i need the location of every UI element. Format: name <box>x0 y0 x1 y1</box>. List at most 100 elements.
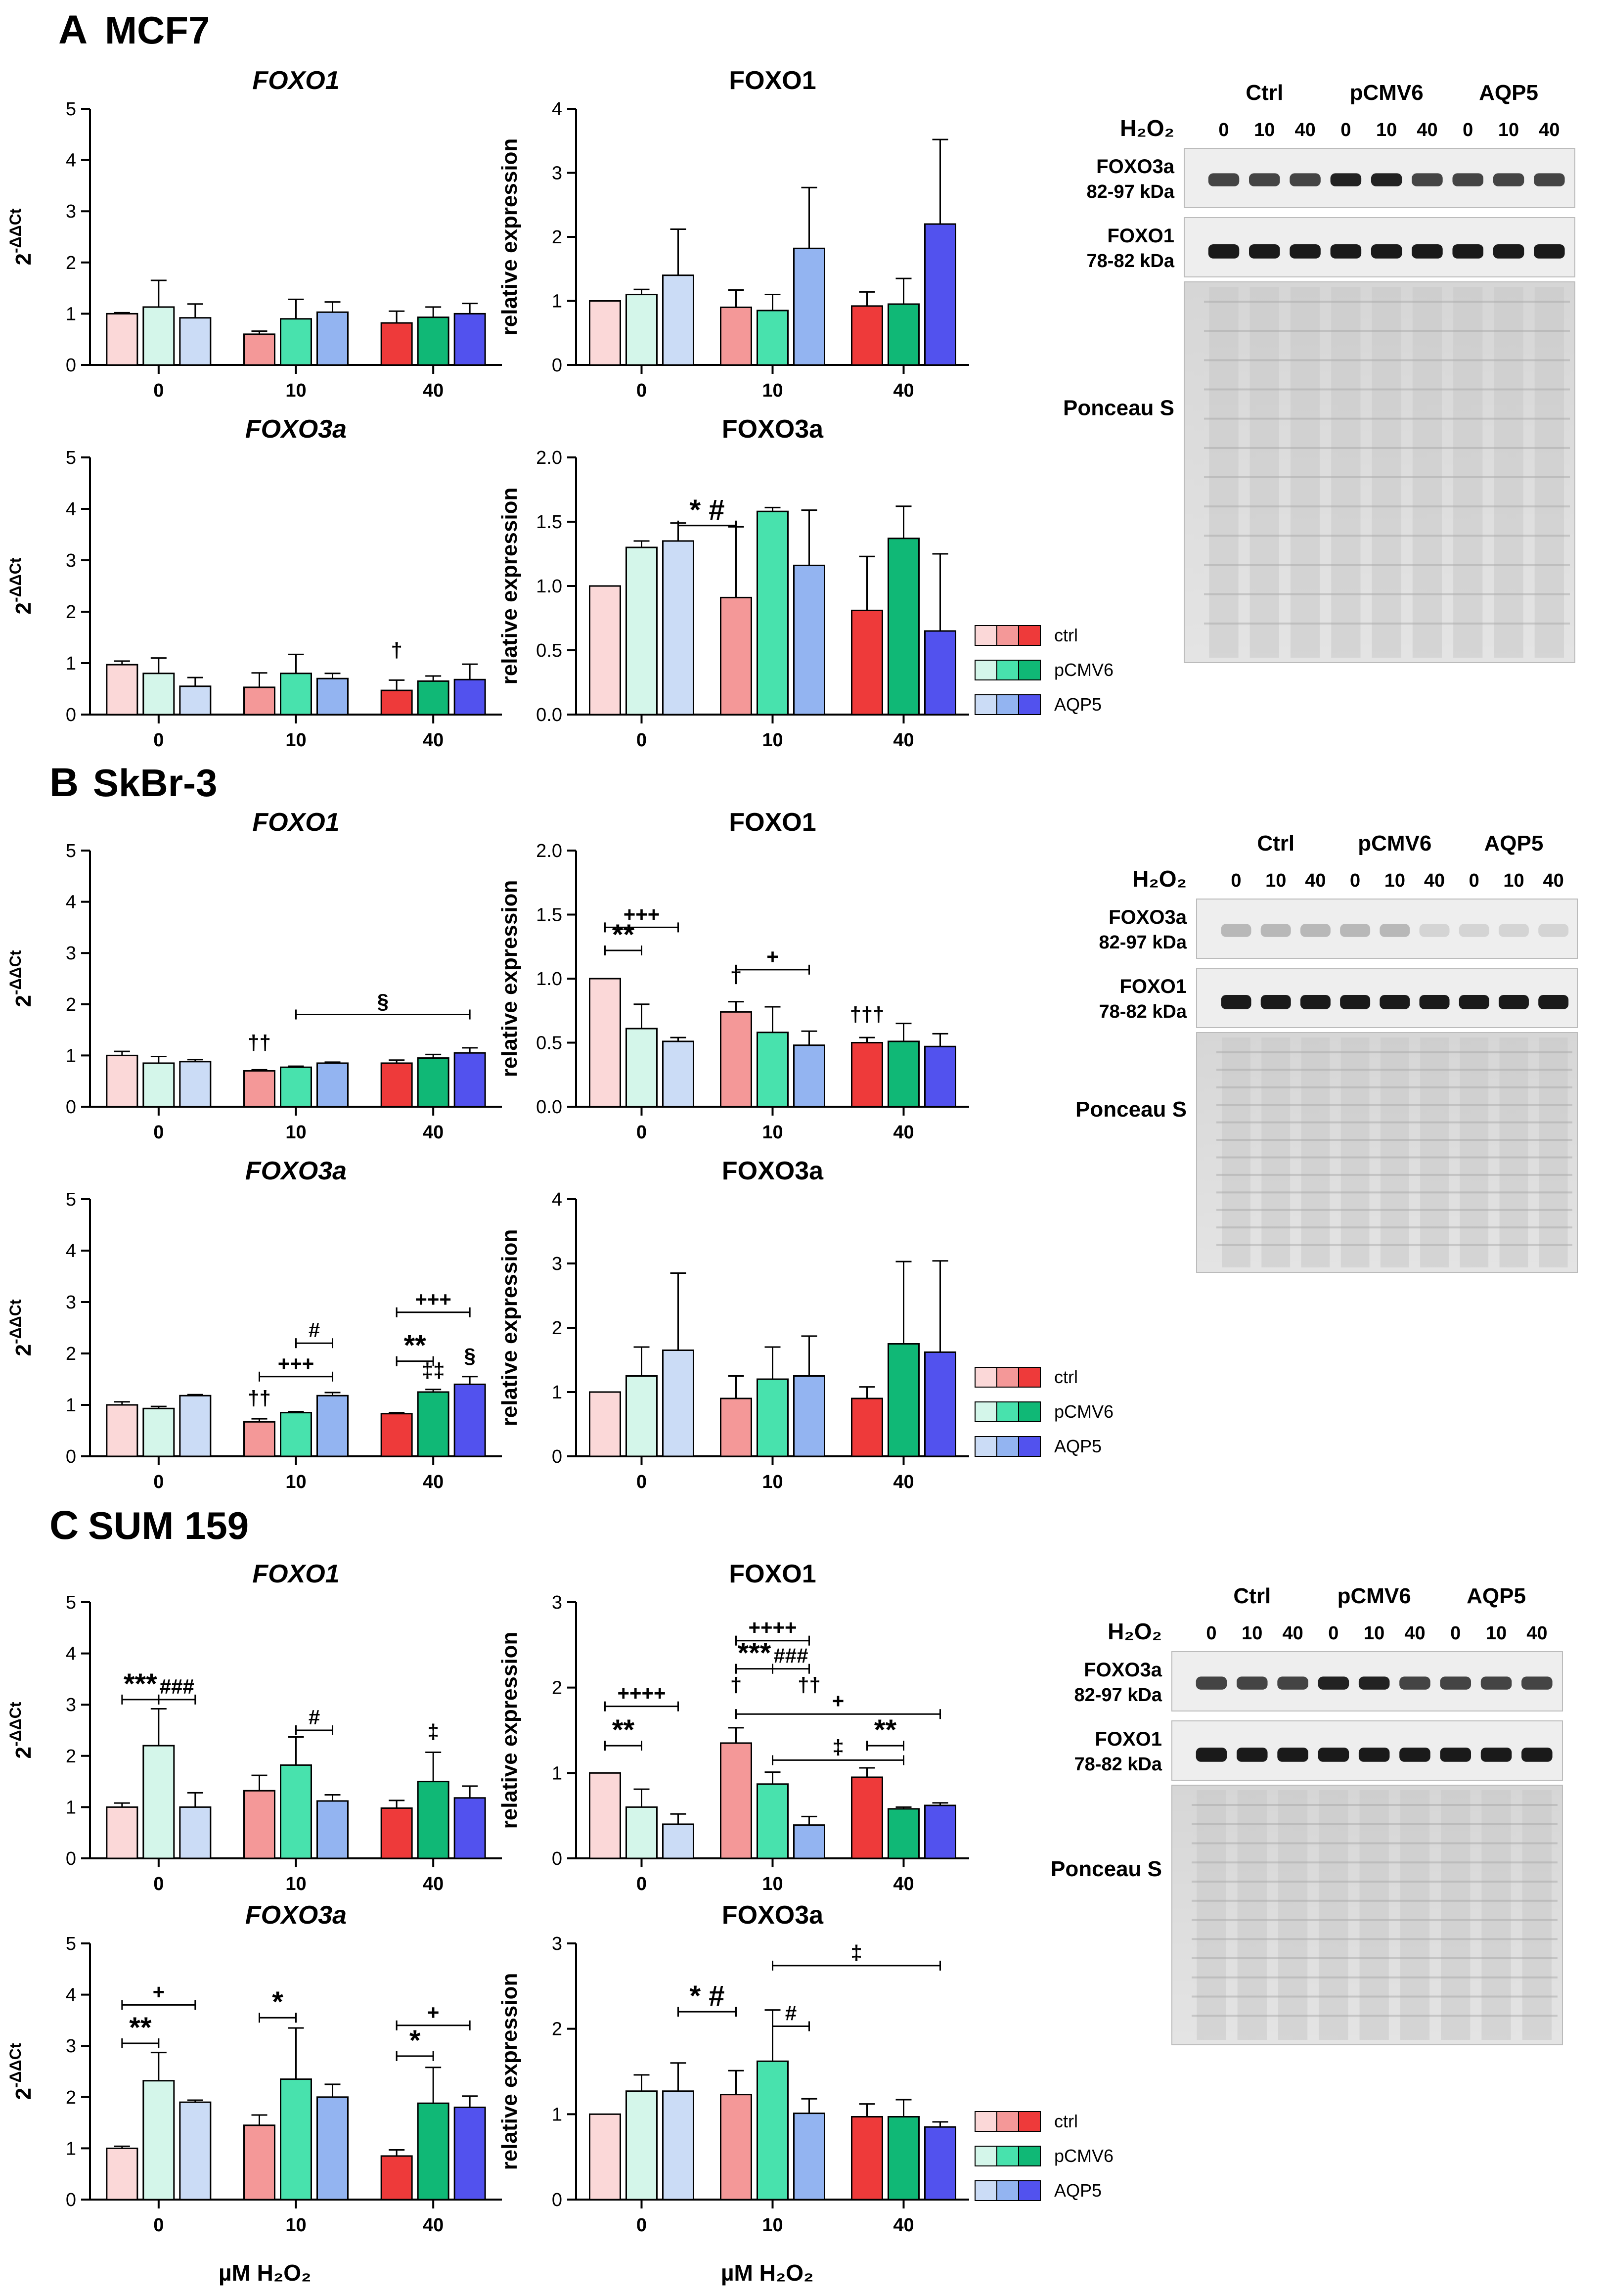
x-tick-label: 10 <box>762 730 783 751</box>
bar-pCMV6-40 <box>417 1391 449 1457</box>
bar-pCMV6-0 <box>625 546 658 716</box>
wb-lane-dose: 10 <box>1503 870 1524 891</box>
bar-AQP5-10 <box>316 1395 349 1457</box>
legend-swatch-pCMV6 <box>1018 660 1041 680</box>
bar-ctrl-10 <box>720 1742 752 1859</box>
wb-group-pCMV6: pCMV6 <box>1350 81 1424 105</box>
wb-ponceau-lane <box>1359 1790 1389 2040</box>
y-axis-label: relative expression <box>497 1973 522 2170</box>
wb-foxo1-band <box>1318 1748 1349 1762</box>
significance-label: § <box>377 990 389 1013</box>
wb-foxo3a-band <box>1493 173 1524 186</box>
x-tick-label: 10 <box>285 730 306 751</box>
bar-pCMV6-10 <box>280 2078 312 2201</box>
bar-pCMV6-10 <box>757 1032 789 1108</box>
wb-lane-dose: 10 <box>1376 120 1397 140</box>
y-tick-label: 0.5 <box>536 1033 562 1054</box>
chart-b-protein-foxo1: FOXO1 relative expression 0.0 0.5 1.0 1.5 2.0 0… <box>497 808 969 1143</box>
bar-pCMV6-0 <box>625 2090 658 2201</box>
x-tick-label: 0 <box>153 380 164 401</box>
y-tick-label: 2.0 <box>536 448 562 468</box>
bar-ctrl-40 <box>851 2116 883 2201</box>
bar-AQP5-0 <box>179 2101 212 2201</box>
legend-swatch-pCMV6 <box>996 1401 1019 1422</box>
wb-foxo3a-band <box>1412 173 1443 186</box>
wb-lane-dose: 40 <box>1404 1623 1425 1644</box>
wb-foxo3a-kda: 82-97 kDa <box>1099 932 1187 953</box>
bar-ctrl-40 <box>380 1062 413 1108</box>
bar-ctrl-0 <box>106 2147 138 2201</box>
bar-AQP5-40 <box>924 1045 956 1108</box>
bar-AQP5-0 <box>662 1040 694 1108</box>
wb-foxo3a-label: FOXO3a <box>1096 156 1175 178</box>
y-tick-label: 2 <box>66 602 76 623</box>
chart-a-mrna-foxo3a: FOXO3a 2-ΔΔCt 0 1 2 3 4 5 0 10 40 † <box>6 415 502 751</box>
bar-ctrl-0 <box>589 300 621 366</box>
legend-swatch-AQP5 <box>975 2180 997 2201</box>
legend-panel-a: ctrl pCMV6 AQP5 <box>975 625 1114 715</box>
significance-label: ‡ <box>832 1735 844 1758</box>
wb-foxo3a-band <box>1237 1676 1268 1690</box>
wb-foxo1-band <box>1498 995 1529 1009</box>
wb-ponceau-lane <box>1261 1037 1291 1267</box>
y-tick-label: 2 <box>552 1678 562 1699</box>
bar-ctrl-10 <box>243 686 275 716</box>
legend-label-AQP5: AQP5 <box>1054 2180 1102 2201</box>
y-tick-label: 3 <box>66 2036 76 2057</box>
bar-pCMV6-10 <box>280 1066 312 1108</box>
bar-ctrl-0 <box>106 313 138 366</box>
wb-lane-dose: 40 <box>1539 120 1560 140</box>
bar-ctrl-40 <box>380 689 413 716</box>
legend-swatch-pCMV6 <box>975 660 997 680</box>
x-tick-label: 10 <box>285 1122 306 1143</box>
bar-pCMV6-0 <box>142 1062 175 1108</box>
y-tick-label: 0 <box>66 1848 76 1869</box>
x-tick-label: 0 <box>153 1874 164 1894</box>
y-tick-label: 4 <box>66 1985 76 2006</box>
x-tick-label: 0 <box>153 1122 164 1143</box>
wb-lane-dose: 10 <box>1486 1623 1507 1644</box>
significance-label: +++ <box>415 1288 451 1311</box>
wb-ponceau-lane <box>1441 1790 1471 2040</box>
y-axis-label: relative expression <box>497 1229 522 1427</box>
legend-label-pCMV6: pCMV6 <box>1054 1401 1114 1422</box>
y-tick-label: 0 <box>66 705 76 725</box>
bar-AQP5-0 <box>662 274 694 366</box>
chart-b-mrna-foxo3a: FOXO3a 2-ΔΔCt 0 1 2 3 4 5 0 10 40 †† +++ # ** +++ ‡‡ § <box>6 1157 502 1492</box>
significance-label: *** <box>738 1637 771 1669</box>
y-tick-label: 2 <box>552 227 562 248</box>
bar-AQP5-0 <box>179 1806 212 1859</box>
bar-pCMV6-0 <box>142 1745 175 1859</box>
chart-title: FOXO1 <box>729 66 816 95</box>
x-tick-label: 10 <box>762 1122 783 1143</box>
wb-foxo3a-band <box>1358 1676 1390 1690</box>
significance-label: * # <box>690 1980 725 2012</box>
bar-AQP5-40 <box>453 1052 486 1108</box>
legend-swatch-AQP5 <box>1018 2180 1041 2201</box>
wb-foxo1-band <box>1452 244 1484 259</box>
significance-label: ### <box>160 1675 194 1698</box>
wb-ponceau-label: Ponceau S <box>1063 396 1174 420</box>
y-tick-label: 1 <box>66 1797 76 1818</box>
x-tick-label: 0 <box>153 730 164 751</box>
significance-label: +++ <box>278 1352 314 1375</box>
wb-foxo3a-kda: 82-97 kDa <box>1087 181 1175 202</box>
significance-label: †† <box>248 1386 271 1409</box>
y-tick-label: 2 <box>66 2087 76 2108</box>
y-tick-label: 3 <box>552 1254 562 1274</box>
y-tick-label: 5 <box>66 1189 76 1210</box>
wb-foxo1-kda: 78-82 kDa <box>1099 1001 1187 1022</box>
wb-group-AQP5: AQP5 <box>1484 831 1544 855</box>
wb-foxo1-label: FOXO1 <box>1107 225 1174 247</box>
legend-swatch-ctrl <box>975 625 997 646</box>
bar-AQP5-10 <box>793 2113 825 2201</box>
wb-foxo3a-band <box>1498 924 1529 937</box>
y-axis-label: 2-ΔΔCt <box>6 1702 36 1758</box>
wb-lane-dose: 10 <box>1254 120 1275 140</box>
wb-ponceau-lane <box>1499 1037 1528 1267</box>
wb-foxo1-label: FOXO1 <box>1095 1728 1162 1750</box>
bar-ctrl-10 <box>243 333 275 366</box>
bar-ctrl-10 <box>243 1421 275 1457</box>
